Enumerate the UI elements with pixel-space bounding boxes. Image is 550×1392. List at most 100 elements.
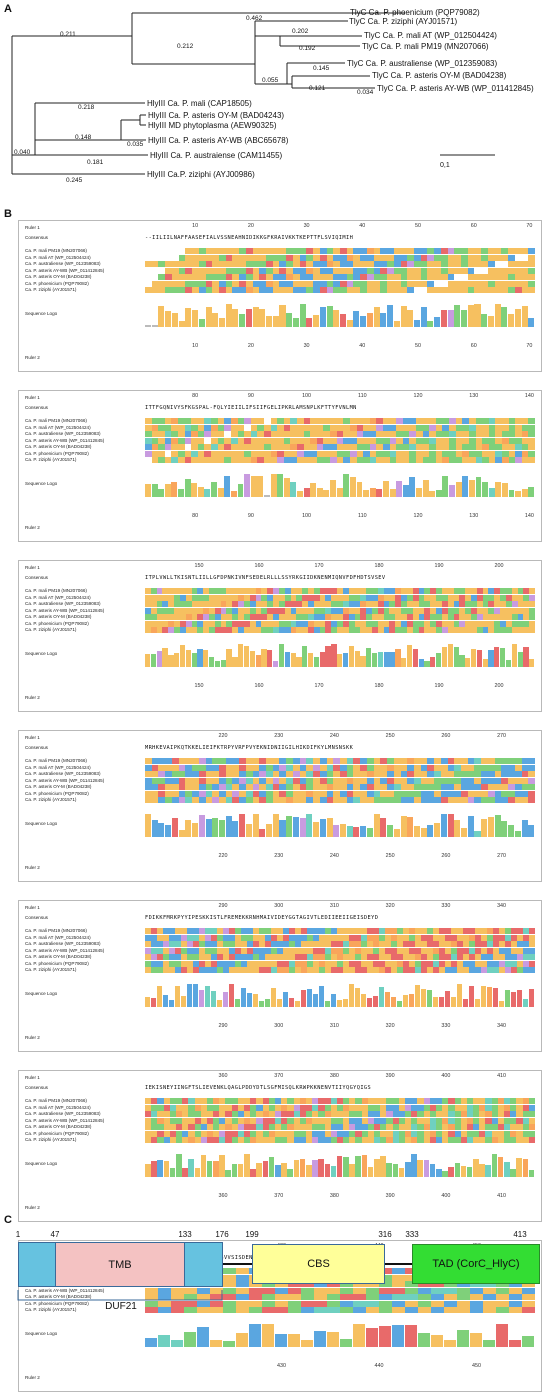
residue-cell: [380, 797, 388, 803]
residue-cell: [528, 254, 536, 261]
residue-cell: [214, 614, 221, 620]
residue-cell: [463, 954, 470, 960]
residue-cell: [331, 594, 338, 601]
residue-cell: [197, 627, 204, 633]
residue-cell: [366, 784, 374, 790]
residue-cell: [418, 1294, 432, 1300]
residue-cell: [505, 934, 512, 941]
residue-cell: [509, 1281, 523, 1287]
residue-cell: [491, 1111, 499, 1117]
residue-cell: [319, 267, 327, 274]
residue-cell: [485, 1117, 492, 1124]
residue-cell: [158, 1294, 172, 1300]
residue-cell: [493, 928, 500, 934]
residue-cell: [206, 1098, 214, 1104]
ruler-tick: 310: [329, 903, 339, 909]
sequence-row: [145, 287, 536, 293]
logo-column: [349, 477, 356, 497]
residue-cell: [271, 928, 278, 934]
residue-cell: [185, 797, 193, 803]
sequence-row: [145, 1104, 536, 1111]
residue-cell: [447, 790, 455, 797]
residue-cell: [496, 1281, 510, 1287]
residue-cell: [373, 934, 380, 941]
residue-cell: [225, 790, 233, 797]
residue-cell: [385, 954, 392, 960]
residue-cell: [162, 588, 169, 594]
residue-cell: [313, 267, 321, 274]
logo-column: [319, 819, 326, 837]
position-label: 199: [245, 1230, 259, 1239]
residue-cell: [528, 777, 536, 784]
residue-cell: [377, 614, 384, 620]
residue-cell: [373, 764, 381, 771]
residue-cell: [349, 954, 356, 960]
panel-b-label: B: [4, 208, 12, 220]
residue-cell: [405, 1104, 412, 1111]
residue-cell: [407, 790, 415, 797]
residue-cell: [373, 267, 381, 274]
residue-cell: [305, 1111, 313, 1117]
sequence-row: [145, 777, 536, 784]
residue-cell: [252, 771, 260, 777]
logo-column: [451, 997, 457, 1007]
residue-cell: [445, 954, 452, 960]
residue-cell: [522, 1137, 530, 1143]
residue-cell: [224, 450, 232, 457]
residue-cell: [529, 934, 536, 941]
residue-cell: [198, 784, 206, 790]
residue-cell: [354, 588, 361, 594]
residue-cell: [386, 1111, 393, 1117]
residue-cell: [205, 287, 213, 293]
residue-cell: [431, 1281, 445, 1287]
residue-cell: [225, 1111, 232, 1117]
residue-cell: [331, 954, 338, 960]
residue-cell: [313, 280, 321, 287]
residue-cell: [380, 1098, 387, 1104]
residue-cell: [288, 1307, 302, 1313]
residue-cell: [430, 614, 437, 620]
ruler-tick: 440: [374, 1363, 384, 1369]
residue-cell: [346, 777, 354, 784]
logo-column: [488, 488, 495, 497]
residue-cell: [442, 1137, 449, 1143]
residue-cell: [516, 1098, 523, 1104]
tree-leaf: TlyC Ca. P. ziziphi (AYJ01571): [349, 17, 458, 26]
logo-column: [158, 306, 165, 327]
residue-cell: [430, 627, 437, 633]
residue-cell: [312, 1111, 319, 1117]
residue-cell: [447, 601, 454, 607]
residue-cell: [235, 967, 242, 973]
residue-cell: [293, 1104, 301, 1111]
residue-cell: [521, 758, 529, 764]
residue-cell: [349, 967, 356, 973]
logo-column: [281, 1163, 287, 1177]
residue-cell: [360, 607, 367, 614]
logo-column: [232, 309, 239, 327]
residue-cell: [193, 928, 200, 934]
residue-cell: [430, 588, 437, 594]
residue-cell: [487, 764, 495, 771]
residue-cell: [469, 954, 476, 960]
logo-column: [505, 990, 511, 1007]
sequence-name: Ca. P. phoenicium (PQP79082): [25, 1300, 89, 1306]
residue-cell: [407, 267, 415, 274]
residue-cell: [501, 431, 509, 437]
residue-cell: [340, 784, 348, 790]
residue-cell: [340, 790, 348, 797]
residue-cell: [441, 588, 448, 594]
logo-column: [393, 321, 400, 327]
ruler-tick: 250: [385, 853, 395, 859]
logo-column: [468, 480, 475, 497]
ruler-tick: 160: [254, 683, 264, 689]
residue-cell: [515, 457, 523, 463]
residue-cell: [385, 941, 392, 947]
residue-cell: [393, 287, 401, 293]
residue-cell: [199, 947, 206, 954]
residue-cell: [392, 1307, 406, 1313]
ruler-bottom: 220 230 240 250 260 270: [145, 853, 535, 863]
residue-cell: [204, 431, 212, 437]
residue-cell: [179, 627, 187, 633]
residue-cell: [402, 437, 410, 444]
residue-cell: [439, 941, 446, 947]
